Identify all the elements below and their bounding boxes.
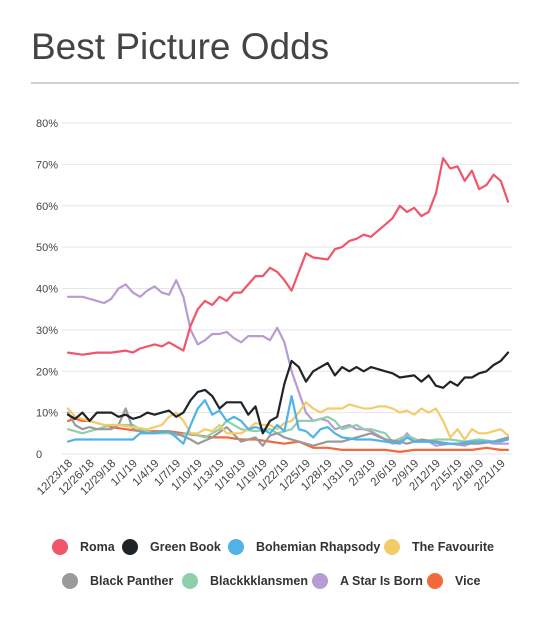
legend-label: Bohemian Rhapsody [256,540,381,554]
legend-item-a-star-is-born: A Star Is Born [312,573,423,589]
y-tick-label: 30% [36,325,58,337]
series-line-green-book [66,351,510,435]
legend-item-black-panther: Black Panther [62,573,173,589]
legend-item-bohemian-rhapsody: Bohemian Rhapsody [228,539,380,555]
series-line-vice [66,417,510,453]
legend-item-green-book: Green Book [122,539,221,555]
chart-title: Best Picture Odds [31,26,330,67]
y-tick-label: 0 [36,449,42,461]
gridlines [62,122,512,455]
y-tick-label: 80% [36,118,58,130]
legend-swatch [62,573,78,589]
line-chart: 0 10% 20% 30% 40% 50% 60% 70% 80% 12/23/1812/26/… [35,118,512,498]
legend-label: Black Panther [90,574,174,588]
series-lines [66,157,510,453]
series-line-bohemian-rhapsody [66,395,510,445]
y-tick-label: 60% [36,201,58,213]
y-tick-label: 70% [36,159,58,171]
legend-swatch [384,539,400,555]
legend-label: The Favourite [412,540,494,554]
series-line-the-favourite [66,401,510,441]
legend-swatch [182,573,198,589]
y-tick-label: 50% [36,242,58,254]
legend-label: Blackkklansmen [210,574,308,588]
legend-swatch [52,539,68,555]
legend-item-blackkklansmen: Blackkklansmen [182,573,308,589]
y-tick-label: 10% [36,408,58,420]
legend-swatch [122,539,138,555]
legend-label: Green Book [150,540,221,554]
legend-swatch [228,539,244,555]
series-line-roma [66,157,510,356]
legend-item-vice: Vice [427,573,481,589]
legend-swatch [427,573,443,589]
legend-swatch [312,573,328,589]
y-tick-label: 40% [36,284,58,296]
legend-item-the-favourite: The Favourite [384,539,494,555]
series-line-black-panther [66,407,510,447]
legend-item-roma: Roma [52,539,115,555]
y-axis-tick-labels: 0 10% 20% 30% 40% 50% 60% 70% 80% [36,118,58,461]
y-tick-label: 20% [36,366,58,378]
title-divider [31,82,519,84]
legend-label: Roma [80,540,115,554]
legend-label: A Star Is Born [340,574,423,588]
x-axis-tick-labels: 12/23/1812/26/1812/29/181/1/191/4/191/7/… [35,458,508,498]
legend-label: Vice [455,574,481,588]
